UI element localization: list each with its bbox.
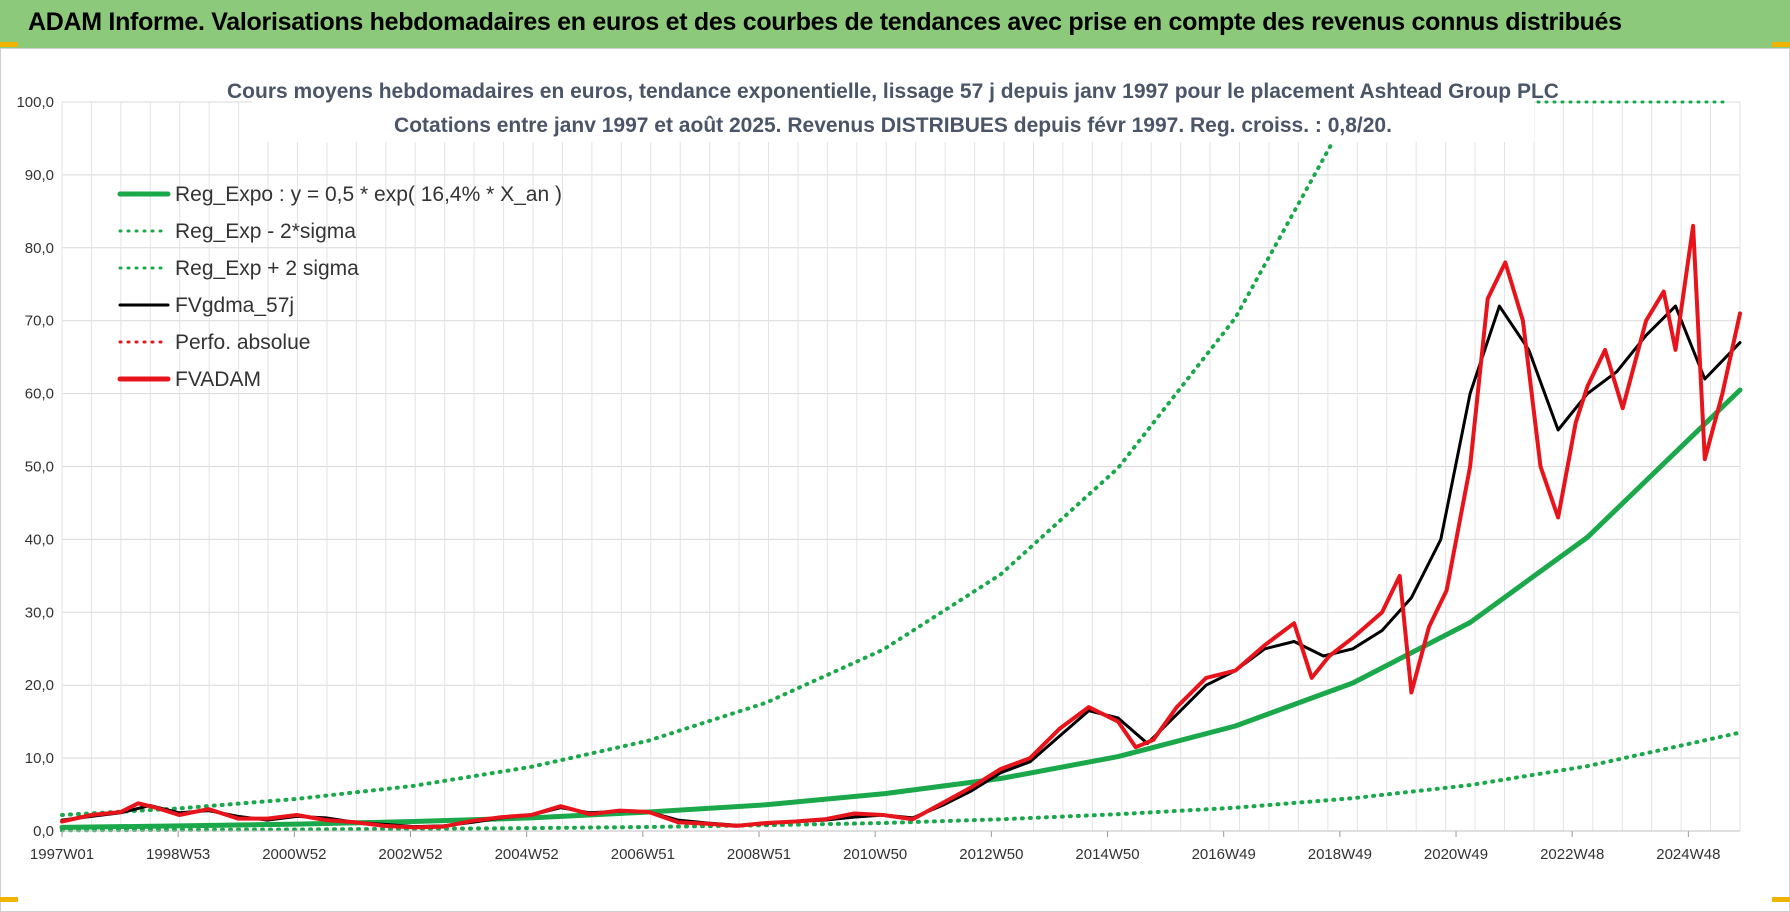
- y-tick-label: 20,0: [25, 677, 54, 694]
- series-line-reg-expo: [59, 387, 1743, 830]
- x-tick-label: 1997W01: [30, 846, 94, 863]
- grid: [61, 101, 1741, 832]
- legend-label: Reg_Exp - 2*sigma: [175, 220, 356, 243]
- x-tick-label: 2024W48: [1656, 846, 1720, 863]
- x-tick-label: 2022W48: [1540, 846, 1604, 863]
- legend: Reg_Expo : y = 0,5 * exp( 16,4% * X_an )…: [117, 183, 562, 391]
- chart-subtitle: Cotations entre janv 1997 et août 2025. …: [394, 114, 1392, 137]
- x-tick-label: 2020W49: [1424, 846, 1488, 863]
- corner-mark: [0, 42, 18, 47]
- chart-title-background: [252, 74, 1534, 142]
- y-tick-label: 50,0: [25, 459, 54, 476]
- x-tick-label: 2010W50: [843, 846, 907, 863]
- page-title: ADAM Informe. Valorisations hebdomadaire…: [28, 8, 1622, 36]
- x-tick-label: 2002W52: [378, 846, 442, 863]
- x-tick-label: 2004W52: [495, 846, 559, 863]
- legend-label: Perfo. absolue: [175, 331, 310, 354]
- corner-mark: [1772, 897, 1790, 902]
- series-line-fvadam: [60, 223, 1742, 830]
- y-tick-label: 100,0: [16, 94, 54, 111]
- x-tick-label: 2012W50: [959, 846, 1023, 863]
- series-line-fvgdma-57j: [60, 304, 1742, 829]
- corner-mark: [0, 897, 18, 902]
- legend-label: FVgdma_57j: [175, 294, 294, 317]
- y-tick-label: 30,0: [25, 604, 54, 621]
- x-tick-label: 2006W51: [611, 846, 675, 863]
- y-tick-label: 60,0: [25, 386, 54, 403]
- corner-mark: [1772, 42, 1790, 47]
- y-tick-label: 70,0: [25, 313, 54, 330]
- x-tick-label: 2008W51: [727, 846, 791, 863]
- x-tick-label: 1998W53: [146, 846, 210, 863]
- header-banner: ADAM Informe. Valorisations hebdomadaire…: [0, 0, 1790, 49]
- legend-label: Reg_Exp + 2 sigma: [175, 257, 359, 280]
- series-line-reg-minus-2sigma: [60, 730, 1742, 833]
- y-tick-label: 0,0: [33, 823, 54, 840]
- chart-title: Cours moyens hebdomadaires en euros, ten…: [227, 80, 1559, 103]
- y-tick-label: 10,0: [25, 750, 54, 767]
- legend-label: Reg_Expo : y = 0,5 * exp( 16,4% * X_an ): [175, 183, 562, 206]
- x-tick-label: 2016W49: [1192, 846, 1256, 863]
- axes: 0,0 10,0 20,0 30,0 40,0 50,0 60,0 70,0 80,0 90,0 1…: [16, 94, 1740, 863]
- plot-area: [59, 100, 1743, 833]
- y-tick-label: 90,0: [25, 167, 54, 184]
- y-tick-label: 40,0: [25, 531, 54, 548]
- x-tick-label: 2018W49: [1308, 846, 1372, 863]
- legend-label: FVADAM: [175, 368, 261, 391]
- x-tick-label: 2014W50: [1075, 846, 1139, 863]
- x-tick-label: 2000W52: [262, 846, 326, 863]
- y-tick-label: 80,0: [25, 240, 54, 257]
